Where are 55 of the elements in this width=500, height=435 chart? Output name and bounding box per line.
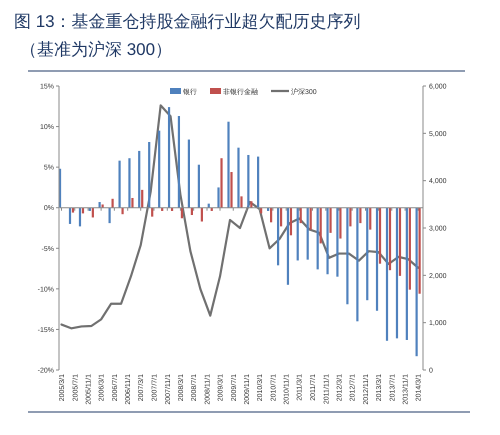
bar	[366, 208, 368, 300]
bar	[416, 208, 418, 356]
bar	[180, 208, 184, 218]
bar	[310, 208, 312, 230]
bar	[386, 208, 388, 341]
bar	[378, 208, 382, 264]
bar	[210, 208, 213, 211]
bar	[158, 130, 160, 208]
chart-subtitle: （基准为沪深 300）	[20, 40, 172, 59]
bar	[398, 208, 402, 276]
bar	[316, 208, 319, 270]
bar	[161, 208, 164, 211]
bar	[68, 208, 72, 224]
bar	[128, 158, 131, 208]
bar	[198, 164, 200, 208]
bar	[257, 156, 260, 208]
line-series	[60, 104, 420, 330]
bar	[356, 208, 358, 322]
bar	[247, 154, 250, 208]
bar	[300, 208, 302, 224]
bar	[388, 208, 392, 270]
bar	[188, 140, 190, 208]
bar	[208, 204, 210, 208]
bar	[326, 208, 329, 274]
bar	[78, 208, 82, 226]
bar	[270, 208, 272, 222]
bar	[141, 190, 144, 208]
bar	[151, 208, 154, 217]
bar	[329, 208, 332, 233]
bar	[276, 208, 280, 266]
bar	[148, 142, 150, 208]
bar	[138, 150, 140, 208]
bar	[408, 208, 411, 290]
bar	[286, 208, 290, 285]
bar	[168, 107, 170, 208]
bar	[227, 122, 230, 208]
bar	[406, 208, 408, 340]
bar	[336, 208, 339, 277]
bar	[346, 208, 349, 304]
bar	[178, 116, 180, 208]
bar	[290, 208, 292, 236]
bar	[320, 208, 322, 244]
bar	[237, 148, 240, 208]
bar	[376, 208, 378, 311]
bar	[418, 208, 421, 294]
bar	[280, 208, 282, 226]
chart-title: 图 13：基金重仓持股金融行业超欠配历史序列	[14, 12, 361, 31]
bar	[118, 160, 121, 208]
bar	[220, 158, 223, 208]
bar	[349, 208, 352, 226]
bar	[296, 208, 299, 260]
bar	[339, 208, 342, 239]
bar	[306, 208, 309, 260]
bar	[396, 208, 398, 338]
bar	[369, 208, 372, 230]
